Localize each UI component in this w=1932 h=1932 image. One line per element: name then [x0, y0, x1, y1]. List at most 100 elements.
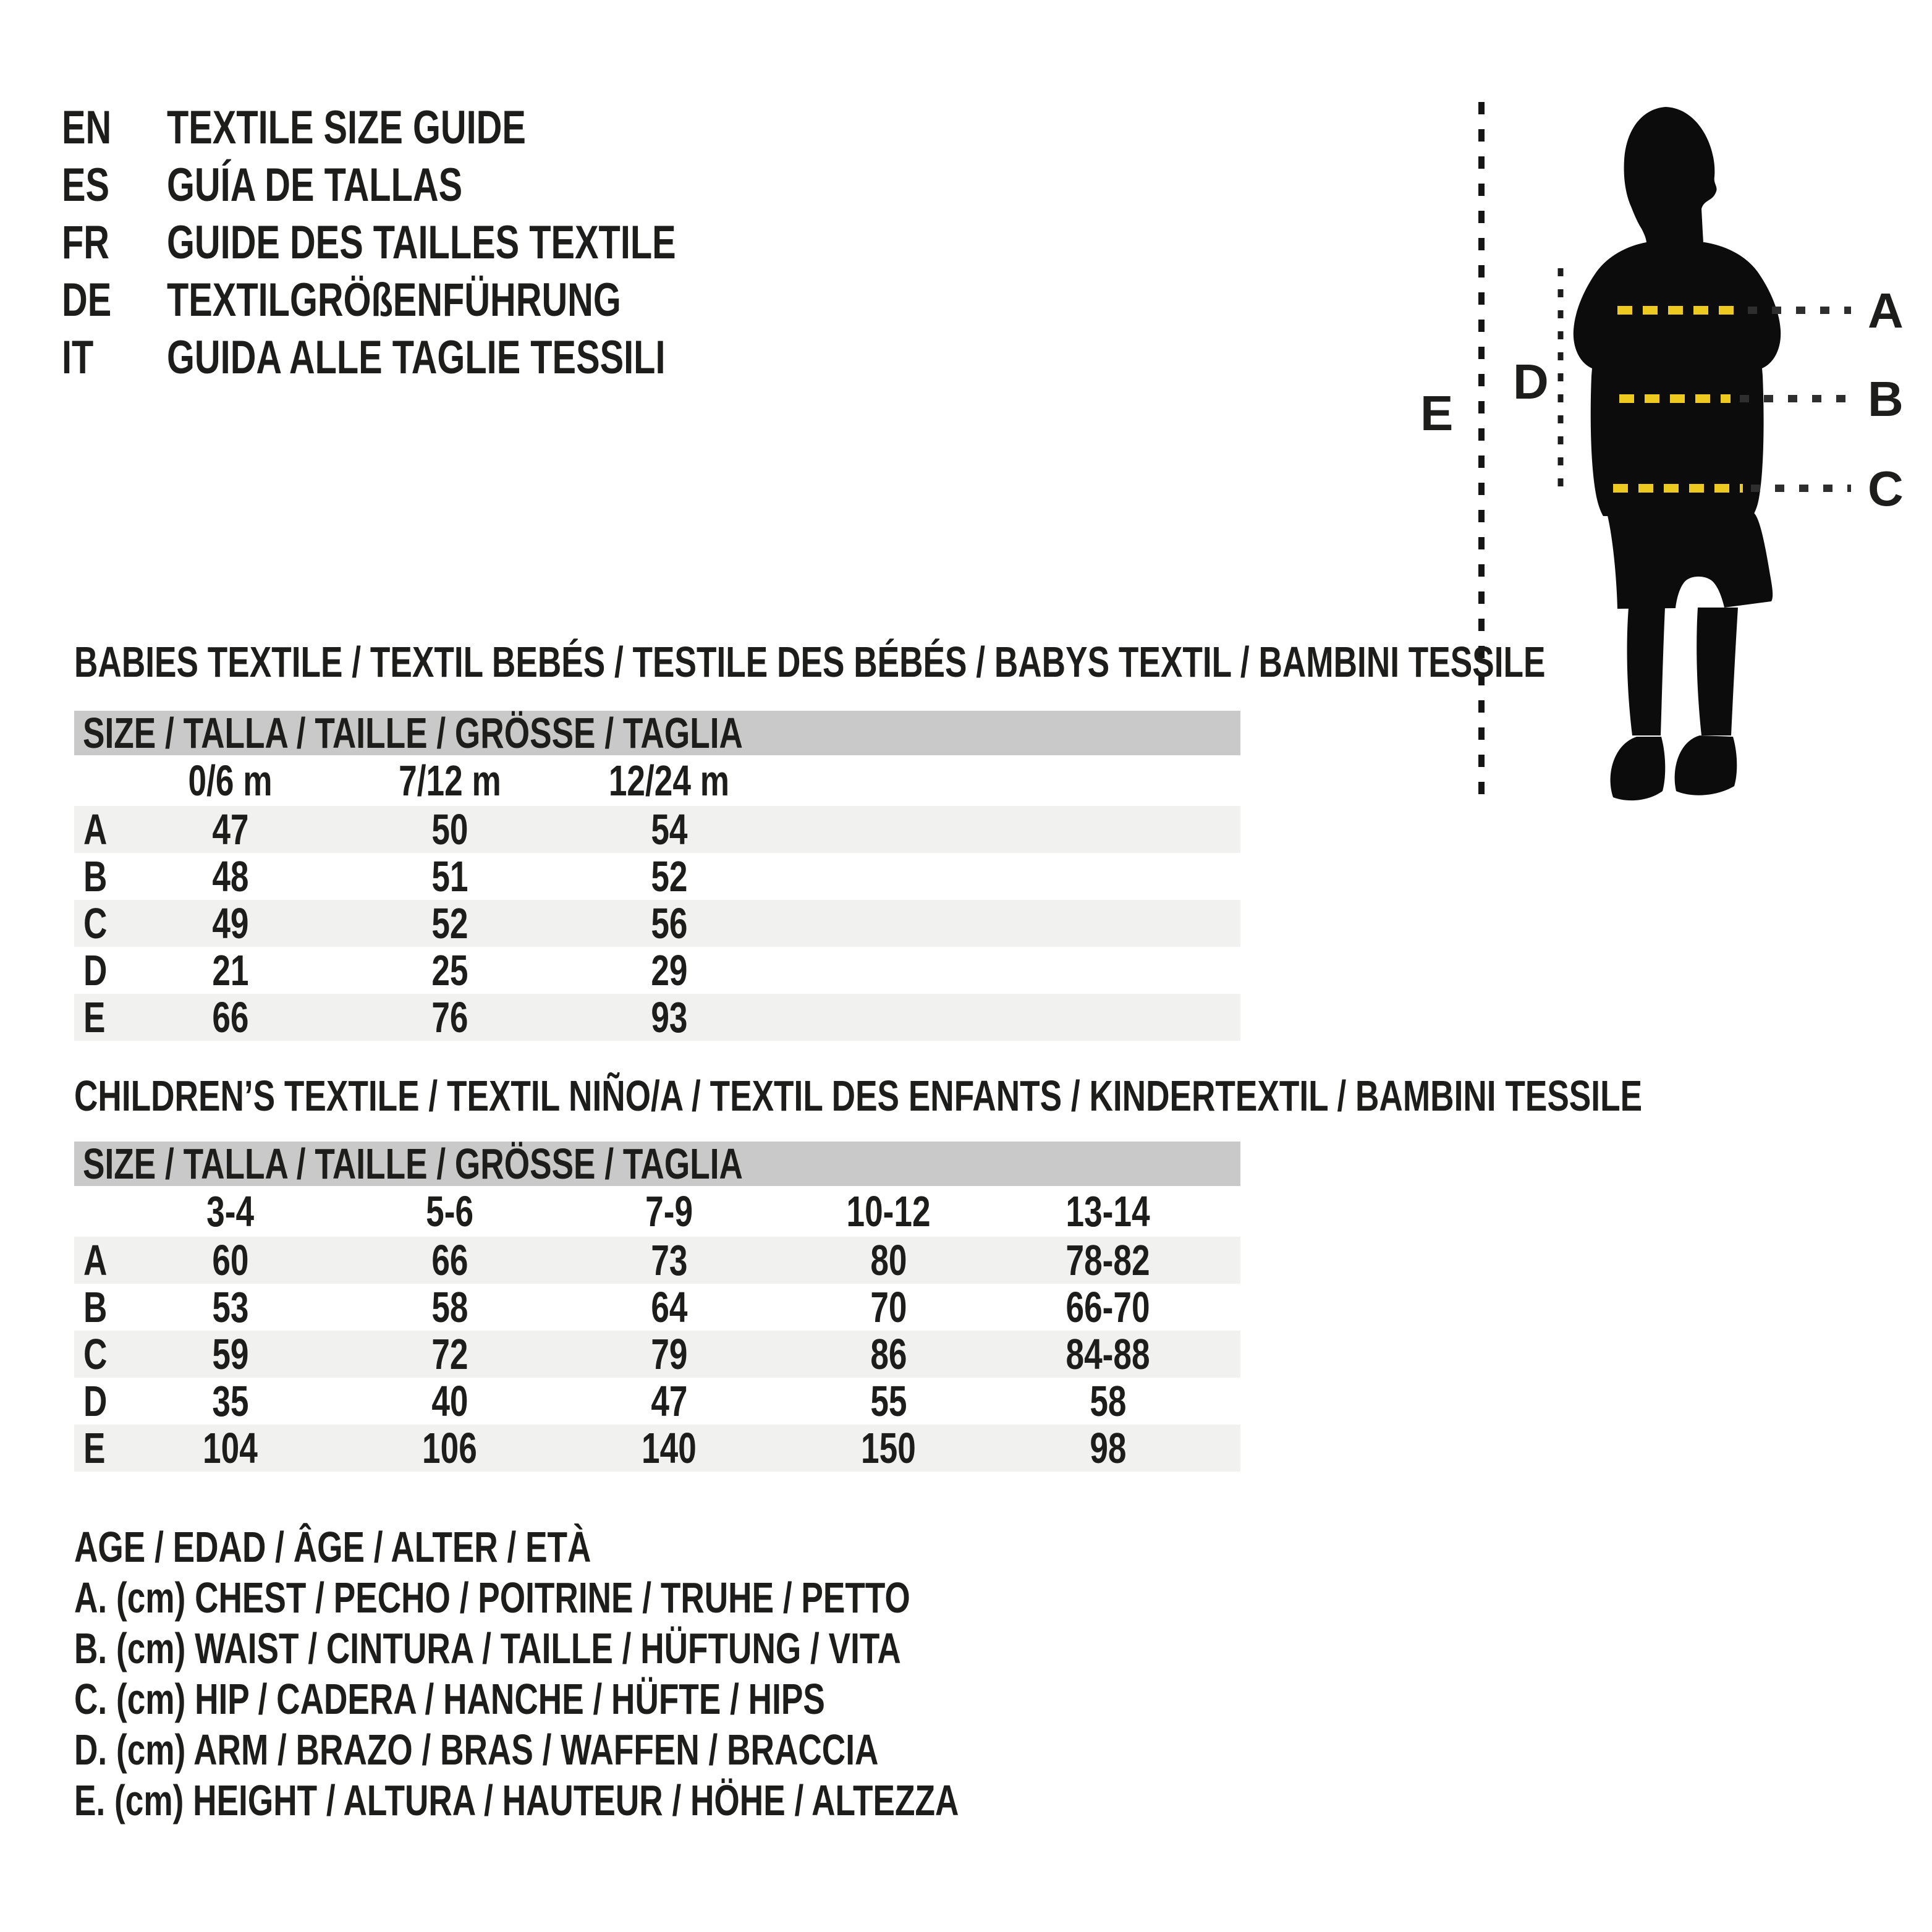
children-table-header: SIZE / TALLA / TAILLE / GRÖSSE / TAGLIA [74, 1142, 1240, 1186]
table-cell: 79 [650, 1330, 688, 1378]
table-cell: 66 [431, 1236, 468, 1284]
table-cell: 66 [211, 993, 249, 1041]
silhouette-right-leg [1697, 608, 1738, 735]
row-label: D [83, 946, 108, 994]
table-cell: 51 [431, 852, 468, 900]
language-row-en: EN TEXTILE SIZE GUIDE [62, 99, 837, 156]
measurement-legend: AGE / EDAD / ÂGE / ALTER / ETÀ A. (cm) C… [74, 1522, 1238, 1826]
children-column-header-row: 3-4 5-6 7-9 10-12 13-14 [74, 1186, 1240, 1237]
children-section-title: CHILDREN’S TEXTILE / TEXTIL NIÑO/A / TEX… [74, 1074, 1932, 1117]
children-col-7-9: 7-9 [645, 1187, 693, 1235]
babies-size-table: SIZE / TALLA / TAILLE / GRÖSSE / TAGLIA … [74, 711, 1240, 1041]
babies-table-header-text: SIZE / TALLA / TAILLE / GRÖSSE / TAGLIA [83, 709, 743, 757]
table-cell: 66-70 [1066, 1283, 1150, 1331]
height-label: E [1420, 386, 1453, 441]
measurement-figure-svg: A B C D E [1420, 102, 1904, 801]
measurement-figure: A B C D E [1409, 87, 1932, 828]
child-silhouette [1573, 107, 1781, 801]
language-code: IT [62, 331, 94, 384]
row-label: E [83, 993, 106, 1041]
chest-label: A [1868, 283, 1904, 338]
babies-row-d: D 21 25 29 [74, 947, 1240, 994]
language-code: EN [62, 101, 112, 154]
legend-waist: B. (cm) WAIST / CINTURA / TAILLE / HÜFTU… [74, 1624, 901, 1672]
table-cell: 40 [431, 1377, 468, 1425]
table-cell: 104 [203, 1424, 258, 1472]
table-cell: 52 [431, 899, 468, 947]
language-row-de: DE TEXTILGRÖßENFÜHRUNG [62, 271, 837, 329]
legend-age: AGE / EDAD / ÂGE / ALTER / ETÀ [74, 1523, 591, 1571]
language-header: EN TEXTILE SIZE GUIDE ES GUÍA DE TALLAS … [62, 99, 837, 386]
arm-label: D [1513, 354, 1549, 409]
language-code: ES [62, 159, 110, 211]
table-cell: 106 [422, 1424, 477, 1472]
table-cell: 35 [211, 1377, 249, 1425]
table-cell: 54 [650, 805, 688, 854]
table-cell: 93 [650, 993, 688, 1041]
table-cell: 49 [211, 899, 249, 947]
language-code: DE [62, 274, 112, 326]
table-cell: 52 [650, 852, 688, 900]
babies-section-title-text: BABIES TEXTILE / TEXTIL BEBÉS / TESTILE … [74, 638, 1546, 686]
babies-column-header-row: 0/6 m 7/12 m 12/24 m [74, 755, 1240, 806]
guide-title-fr: GUIDE DES TAILLES TEXTILE [167, 216, 676, 269]
language-row-it: IT GUIDA ALLE TAGLIE TESSILI [62, 329, 837, 386]
table-cell: 150 [861, 1424, 916, 1472]
babies-row-a: A 47 50 54 [74, 806, 1240, 853]
babies-col-12-24m: 12/24 m [608, 756, 730, 805]
children-row-c: C 59 72 79 86 84-88 [74, 1331, 1240, 1378]
babies-col-0-6m: 0/6 m [188, 756, 273, 805]
row-label: D [83, 1377, 108, 1425]
guide-title-de: TEXTILGRÖßENFÜHRUNG [167, 274, 621, 326]
table-cell: 25 [431, 946, 468, 994]
table-cell: 55 [870, 1377, 907, 1425]
babies-row-c: C 49 52 56 [74, 900, 1240, 947]
table-cell: 47 [650, 1377, 688, 1425]
babies-section-title: BABIES TEXTILE / TEXTIL BEBÉS / TESTILE … [74, 640, 1932, 684]
table-cell: 84-88 [1066, 1330, 1150, 1378]
legend-arm: D. (cm) ARM / BRAZO / BRAS / WAFFEN / BR… [74, 1726, 879, 1774]
children-row-a: A 60 66 73 80 78-82 [74, 1237, 1240, 1284]
table-cell: 64 [650, 1283, 688, 1331]
silhouette-right-shoe [1674, 735, 1737, 795]
row-label: C [83, 1330, 108, 1378]
row-label: B [83, 1283, 108, 1331]
guide-title-en: TEXTILE SIZE GUIDE [167, 101, 526, 154]
legend-chest: A. (cm) CHEST / PECHO / POITRINE / TRUHE… [74, 1574, 910, 1622]
legend-hip: C. (cm) HIP / CADERA / HANCHE / HÜFTE / … [74, 1675, 825, 1723]
row-label: C [83, 899, 108, 947]
babies-row-b: B 48 51 52 [74, 853, 1240, 900]
silhouette-torso [1573, 242, 1781, 516]
table-cell: 76 [431, 993, 468, 1041]
guide-title-it: GUIDA ALLE TAGLIE TESSILI [167, 331, 666, 384]
silhouette-left-shoe [1610, 737, 1666, 801]
table-cell: 53 [211, 1283, 249, 1331]
language-row-es: ES GUÍA DE TALLAS [62, 156, 837, 214]
language-row-fr: FR GUIDE DES TAILLES TEXTILE [62, 214, 837, 271]
table-cell: 48 [211, 852, 249, 900]
children-row-b: B 53 58 64 70 66-70 [74, 1284, 1240, 1331]
babies-table-header: SIZE / TALLA / TAILLE / GRÖSSE / TAGLIA [74, 711, 1240, 755]
children-row-d: D 35 40 47 55 58 [74, 1378, 1240, 1425]
silhouette-left-leg [1627, 608, 1665, 735]
guide-title-es: GUÍA DE TALLAS [167, 159, 463, 211]
children-col-5-6: 5-6 [426, 1187, 473, 1235]
table-cell: 29 [650, 946, 688, 994]
table-cell: 58 [1089, 1377, 1127, 1425]
table-cell: 21 [211, 946, 249, 994]
children-section-title-text: CHILDREN’S TEXTILE / TEXTIL NIÑO/A / TEX… [74, 1072, 1643, 1120]
hip-label: C [1868, 461, 1904, 516]
table-cell: 86 [870, 1330, 907, 1378]
children-size-table: SIZE / TALLA / TAILLE / GRÖSSE / TAGLIA … [74, 1142, 1240, 1472]
table-cell: 56 [650, 899, 688, 947]
children-table-header-text: SIZE / TALLA / TAILLE / GRÖSSE / TAGLIA [83, 1140, 743, 1188]
children-col-13-14: 13-14 [1066, 1187, 1150, 1235]
table-cell: 140 [642, 1424, 697, 1472]
children-col-3-4: 3-4 [206, 1187, 254, 1235]
row-label: A [83, 1236, 108, 1284]
row-label: A [83, 805, 108, 854]
silhouette-head [1624, 107, 1717, 242]
row-label: B [83, 852, 108, 900]
language-code: FR [62, 216, 109, 269]
